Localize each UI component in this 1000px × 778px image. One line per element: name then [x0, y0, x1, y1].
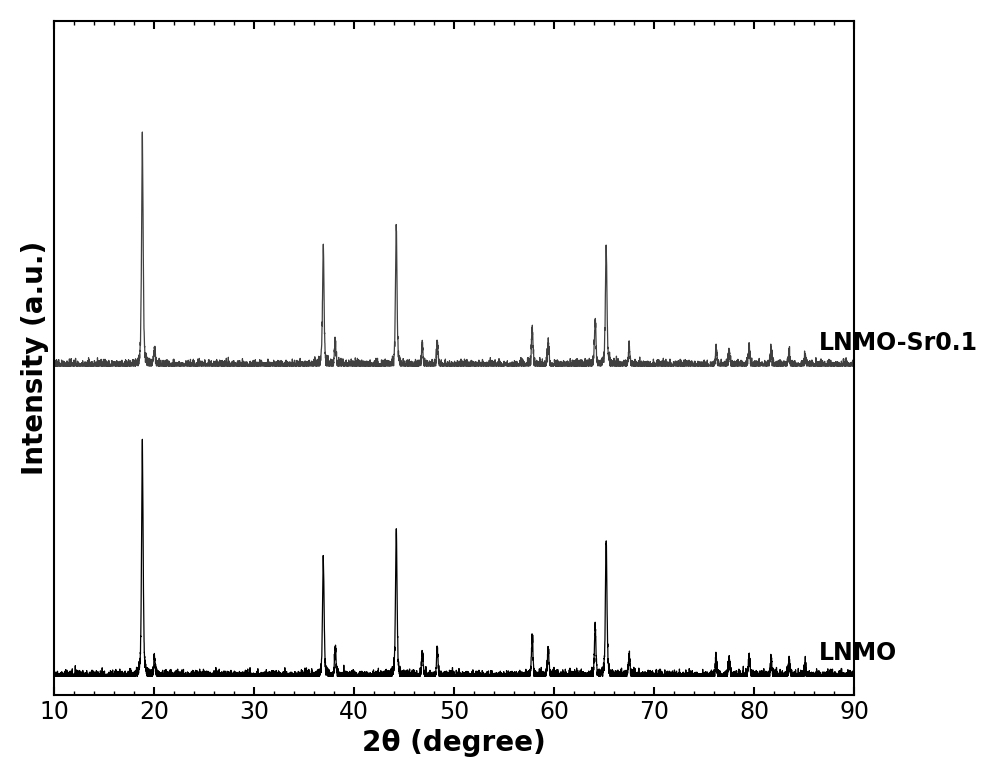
X-axis label: 2θ (degree): 2θ (degree) — [362, 729, 546, 757]
Y-axis label: Intensity (a.u.): Intensity (a.u.) — [21, 240, 49, 475]
Text: LNMO: LNMO — [819, 641, 897, 665]
Text: LNMO-Sr0.1: LNMO-Sr0.1 — [819, 331, 978, 355]
